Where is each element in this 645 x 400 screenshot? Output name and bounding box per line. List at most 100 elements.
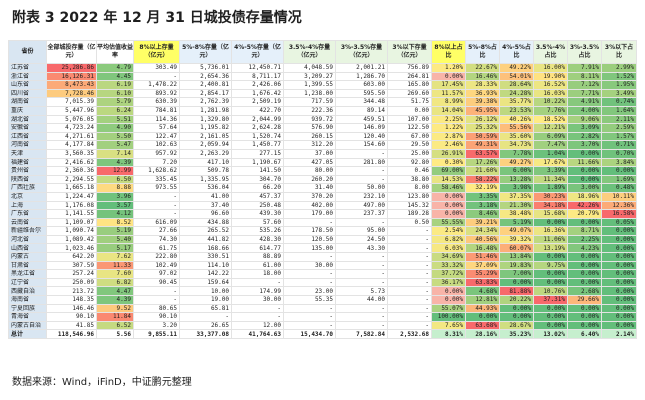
share-cell: 5.19% (499, 217, 534, 228)
amount-cell: 2,400.81 (179, 80, 232, 90)
share-cell: 55.07% (431, 303, 466, 314)
share-cell: 0.70% (601, 148, 637, 159)
share-cell: 26.12% (465, 114, 500, 125)
amount-cell: 148.35 (46, 295, 97, 305)
amount-cell: 222.80 (133, 252, 180, 262)
share-cell: 0.00% (431, 295, 466, 305)
table-row: 四川省 7,728.46 6.10 893.92 2,854.17 1,676.42 1,2… (8, 88, 637, 99)
share-cell: 2.25% (567, 234, 602, 245)
amount-cell: 536.04 (179, 183, 232, 193)
share-cell: 40.26% (499, 114, 534, 125)
amount-cell: 222.36 (283, 105, 336, 116)
share-cell: 3.18% (465, 200, 500, 211)
amount-cell: 2,294.55 (46, 174, 97, 185)
amount-cell: 576.90 (283, 123, 336, 133)
amount-cell: - (387, 234, 432, 245)
total-value-cell: 7,582.84 (335, 329, 388, 340)
amount-cell: 96.60 (179, 209, 232, 219)
share-cell: 54.01% (499, 71, 534, 82)
share-cell: 13.84% (499, 252, 534, 262)
share-cell: 15.68% (533, 209, 568, 219)
amount-cell: 0.00 (387, 105, 432, 116)
share-cell: 0.00% (601, 295, 637, 305)
amount-cell: 26.65 (179, 320, 232, 331)
share-cell: 2.59% (601, 123, 637, 133)
share-cell: 0.00% (601, 226, 637, 236)
share-cell: 44.93% (465, 303, 500, 314)
amount-cell: 145.32 (387, 200, 432, 211)
share-cell: 7.76% (533, 105, 568, 116)
share-cell: 39.38% (465, 97, 500, 107)
table-row: 广东省 1,141.55 4.12-96.60 439.30 179.00 237.37 1… (8, 209, 637, 219)
table-row: 河北省 1,089.42 5.40 74.30 441.82 428.30 120.50 24… (8, 234, 637, 245)
amount-cell: 250.09 (46, 277, 97, 288)
share-cell: 0.00% (465, 312, 500, 322)
total-value-cell: 9,855.11 (133, 329, 180, 340)
province-cell: 浙江省 (8, 71, 47, 82)
share-cell: 4.68% (465, 286, 500, 297)
amount-cell: 1,286.70 (335, 71, 388, 82)
share-cell: 0.00% (567, 312, 602, 322)
amount-cell: 277.15 (231, 148, 284, 159)
share-cell: 0.00% (567, 148, 602, 159)
share-cell: 0.00% (567, 217, 602, 228)
table-row: 贵州省 2,360.36 12.99 1,628.62 509.78 141.50 80.0… (8, 166, 637, 176)
share-cell: 2.54% (431, 226, 466, 236)
share-cell: 9.06% (567, 114, 602, 125)
share-cell: 0.00% (533, 269, 568, 279)
province-cell: 山东省 (8, 80, 47, 90)
amount-cell: - (133, 295, 180, 305)
amount-cell: 303.49 (133, 63, 180, 73)
amount-cell: 61.75 (133, 243, 180, 254)
share-cell: 100.00% (431, 312, 466, 322)
table-body: 江苏省 25,286.86 4.79 303.49 5,736.01 12,450.71 4… (8, 63, 637, 331)
table-row: 辽宁省 250.09 6.82 90.45 159.64- - - -36.17% 63.83%… (8, 277, 637, 288)
amount-cell: 2,762.39 (179, 97, 232, 107)
share-cell: 6.82% (431, 234, 466, 245)
share-cell: 1.20% (431, 63, 466, 73)
share-cell: 0.00% (499, 312, 534, 322)
amount-cell: 595.50 (335, 88, 388, 99)
share-cell: 0.00% (431, 191, 466, 202)
share-cell: 63.57% (465, 148, 500, 159)
amount-cell: 3,209.27 (283, 71, 336, 82)
amount-cell: 264.81 (387, 71, 432, 82)
province-cell: 江西省 (8, 131, 47, 142)
share-cell: 0.00% (533, 303, 568, 314)
amount-cell: 44.00 (335, 295, 388, 305)
amount-cell: 5,076.05 (46, 114, 97, 125)
amount-cell: 535.26 (231, 226, 284, 236)
amount-cell: - (283, 277, 336, 288)
amount-cell: 41.85 (46, 320, 97, 331)
share-cell: 22.67% (465, 63, 500, 73)
amount-cell: 19.00 (179, 295, 232, 305)
amount-cell: 114.10 (179, 260, 232, 271)
share-cell: 21.60% (465, 166, 500, 176)
share-cell: 24.28% (499, 88, 534, 99)
amount-cell: 57.60 (231, 217, 284, 228)
share-cell: 0.71% (601, 140, 637, 150)
amount-cell: 135.00 (283, 243, 336, 254)
amount-cell: 67.00 (387, 131, 432, 142)
table-row: 北京 1,224.47 3.96-41.00 457.37 370.20 232.10 12… (8, 191, 637, 202)
table-row: 甘肃省 307.59 11.33 102.49 114.10 61.00 30.00- -33… (8, 260, 637, 271)
header-cell: 省份 (8, 40, 47, 64)
bond-table: 省份 全部城投存量（亿元） 平均估值收益率 8%以上存量（亿元） 5%-8%存量… (8, 40, 637, 340)
share-cell: 25.32% (465, 123, 500, 133)
header-cell: 4%-5%占比 (499, 40, 534, 64)
table-row: 福建省 2,416.62 4.39 7.20 417.10 1,190.67 427.05 2… (8, 157, 637, 168)
share-cell: 0.00% (601, 320, 637, 331)
amount-cell: 402.00 (283, 200, 336, 211)
amount-cell: 1,450.77 (231, 140, 284, 150)
amount-cell: - (387, 243, 432, 254)
amount-cell: 179.00 (283, 209, 336, 219)
share-cell: 19.83% (499, 260, 534, 271)
table-row: 陕西省 2,294.55 6.50 335.45 1,335.95 304.70 260.2… (8, 174, 637, 185)
share-cell: 17.45% (431, 80, 466, 90)
share-cell: 34.69% (431, 252, 466, 262)
share-cell: 21.30% (499, 200, 534, 211)
total-value-cell: 13.02% (533, 329, 568, 340)
share-cell: 28.33% (465, 80, 500, 90)
province-cell: 云南省 (8, 217, 47, 228)
amount-cell: 5,736.01 (179, 63, 232, 73)
